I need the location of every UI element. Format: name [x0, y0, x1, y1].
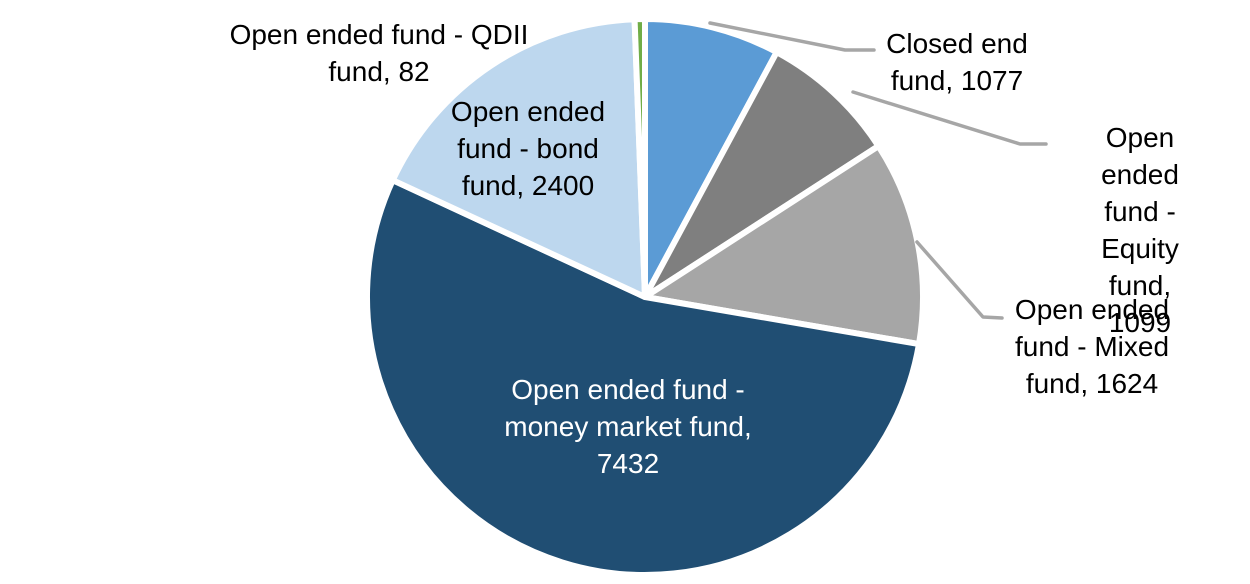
pie-slice-open-ended-fund-money-market-fund[interactable] — [364, 177, 922, 578]
data-label-mixed-fund: Open ended fund - Mixed fund, 1624 — [1014, 294, 1170, 399]
pie-slice-closed-end-fund[interactable] — [642, 16, 780, 300]
data-label-qdii-fund: Open ended fund - QDII fund, 82 — [229, 19, 529, 87]
leader-line-equity-fund — [851, 90, 1048, 146]
leader-line-closed-end-fund — [708, 21, 876, 52]
data-label-money-market-fund: Open ended fund - money market fund, 743… — [504, 374, 752, 479]
data-label-equity-fund: Open ended fund - Equity fund, 1099 — [1101, 122, 1179, 338]
data-label-closed-end-fund: Closed end fund, 1077 — [886, 28, 1028, 96]
pie-slice-open-ended-fund-qdii-fund[interactable] — [631, 16, 648, 300]
pie-slice-open-ended-fund-bond-fund[interactable] — [389, 16, 648, 300]
pie-slices — [364, 16, 926, 578]
leader-line-mixed-fund — [915, 240, 1004, 320]
data-label-bond-fund: Open ended fund - bond fund, 2400 — [450, 96, 606, 201]
pie-slice-open-ended-fund-equity-fund[interactable] — [642, 49, 882, 300]
